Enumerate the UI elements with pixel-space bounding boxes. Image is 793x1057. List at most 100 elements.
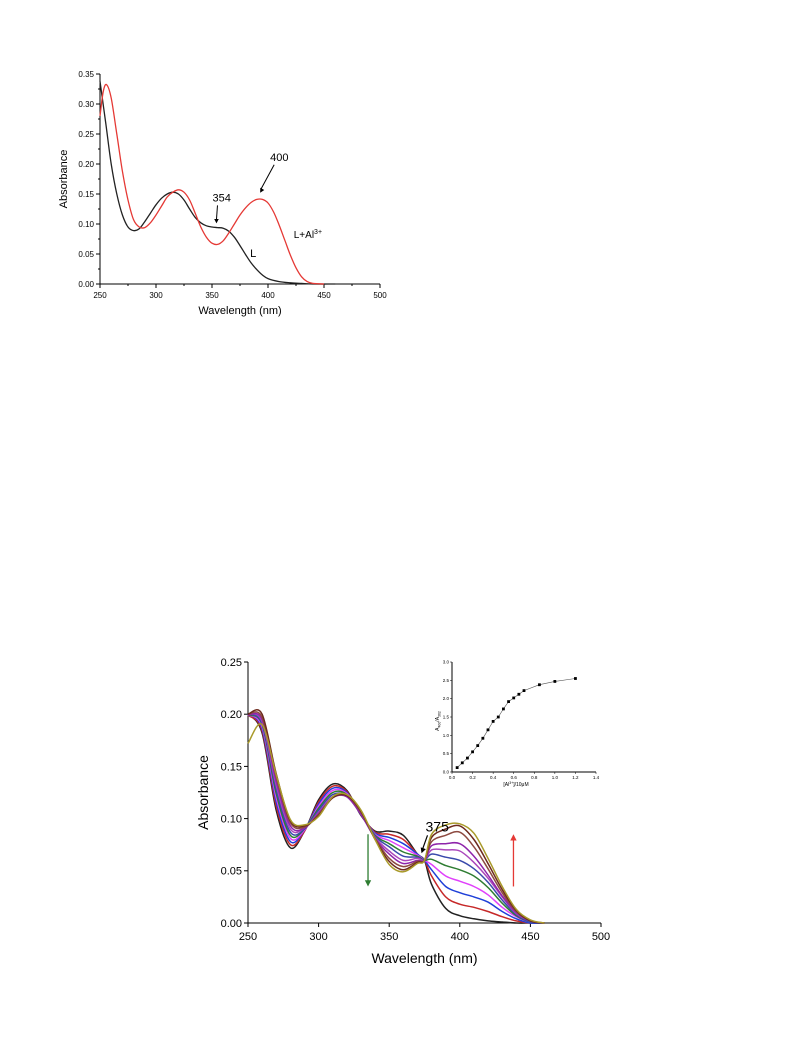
inset-data-point <box>507 700 510 703</box>
y-tick-label: 0.05 <box>78 250 94 259</box>
inset-data-point <box>574 677 577 680</box>
inset-y-tick-label: 1.5 <box>443 715 450 720</box>
series-line-1 <box>99 81 336 285</box>
x-axis-ticks: 250 300 350 400 450 500 <box>239 923 610 943</box>
x-tick-label: 400 <box>451 931 469 943</box>
inset-y-tick-label: 2.0 <box>443 696 450 701</box>
x-tick-label: 250 <box>93 291 107 300</box>
inset-data-point <box>466 756 469 760</box>
titration-line-9 <box>247 711 545 924</box>
y-axis-label: Absorbance <box>58 150 70 209</box>
annotation-375: 375 <box>420 818 450 854</box>
inset-data-point <box>502 707 505 711</box>
titration-line-7 <box>247 713 545 924</box>
inset-x-tick-label: 1.2 <box>572 775 579 780</box>
x-tick-label: 450 <box>317 291 331 300</box>
annotation-label: 375 <box>426 818 450 834</box>
x-tick-label: 300 <box>309 931 327 943</box>
inset-x-tick-label: 1.0 <box>552 775 559 780</box>
series-lines <box>99 81 336 285</box>
inset-x-tick-label: 0.0 <box>449 775 456 780</box>
inset-data-point <box>517 692 521 696</box>
x-tick-label: 350 <box>205 291 219 300</box>
annotation-arrow <box>260 164 275 190</box>
inset-y-tick-label: 2.5 <box>443 678 450 683</box>
annotation-400: 400 <box>260 152 289 193</box>
series-label-l: L <box>250 248 256 260</box>
inset-xlabel-text: [Al <box>503 782 509 788</box>
series-label-text: L+Al <box>294 230 314 241</box>
inset-data-point <box>496 715 500 719</box>
axes-frame <box>99 74 380 285</box>
x-axis-label: Wavelength (nm) <box>198 305 281 317</box>
inset-points <box>455 677 577 769</box>
inset-data-point <box>512 696 516 700</box>
y-tick-label: 0.30 <box>78 100 94 109</box>
inset-data-point <box>471 750 474 754</box>
series-lines <box>247 709 545 925</box>
x-tick-label: 500 <box>373 291 387 300</box>
inset-x-tick-label: 0.8 <box>531 775 538 780</box>
y-axis-label: Absorbance <box>195 755 211 830</box>
inset-xlabel-sup: 3+ <box>509 781 513 785</box>
axes-frame <box>247 662 601 924</box>
inset-ylabel-sub1: 400 <box>438 722 442 728</box>
inset-y-tick-label: 0.5 <box>443 751 450 756</box>
x-axis-ticks: 250 300 350 400 450 500 <box>93 284 387 300</box>
inset-y-tick-label: 1.0 <box>443 733 450 738</box>
annotation-arrowhead <box>420 847 426 854</box>
x-tick-label: 300 <box>149 291 163 300</box>
inset-data-point <box>455 766 459 769</box>
increase-arrowhead <box>510 834 517 841</box>
titration-line-2 <box>247 714 545 924</box>
absorbance-chart-2: 0.00 0.05 0.10 0.15 0.20 0.25 250 300 350 400 450… <box>195 657 611 966</box>
decrease-arrowhead <box>364 880 372 887</box>
inset-x-tick-label: 1.4 <box>593 775 600 780</box>
y-tick-label: 0.10 <box>221 813 242 825</box>
titration-line-8 <box>247 712 545 924</box>
inset-plot: 0.0 0.5 1.0 1.5 2.0 2.5 3.0 0.0 0.2 0.4 0.6 0.8 1.0 1… <box>435 660 600 789</box>
y-axis-ticks: 0.00 0.05 0.10 0.15 0.20 0.25 <box>221 657 248 930</box>
titration-line-6 <box>247 713 545 924</box>
inset-ylabel-a: A <box>435 727 441 731</box>
plot-area-1: 0.00 0.05 0.10 0.15 0.20 0.25 0.30 0.35 250 300 3… <box>78 70 387 300</box>
inset-x-tick-label: 0.2 <box>469 775 476 780</box>
inset-data-point <box>538 683 541 687</box>
inset-y-axis-label: A400/A362 <box>435 711 442 731</box>
x-tick-label: 250 <box>239 931 257 943</box>
inset-xlabel-suffix: ]/10μM <box>513 782 528 788</box>
series-label-superscript: 3+ <box>314 229 322 236</box>
inset-ylabel-sub2: 362 <box>438 711 442 717</box>
inset-y-tick-label: 3.0 <box>443 660 450 665</box>
titration-line-4 <box>247 714 545 924</box>
inset-ylabel-mid: /A <box>435 716 441 721</box>
titration-line-11 <box>247 723 545 924</box>
annotation-arrowhead <box>260 187 265 193</box>
y-tick-label: 0.10 <box>78 220 94 229</box>
x-tick-label: 400 <box>261 291 275 300</box>
annotation-arrow <box>215 205 218 220</box>
plot-area-2: 0.00 0.05 0.10 0.15 0.20 0.25 250 300 350 400 450… <box>221 657 611 943</box>
y-tick-label: 0.20 <box>221 709 242 721</box>
x-axis-label: Wavelength (nm) <box>371 950 477 966</box>
inset-data-point <box>460 761 464 765</box>
series-label-l-al: L+Al3+ <box>294 229 322 241</box>
inset-data-point <box>476 744 480 747</box>
annotation-arrow <box>421 835 429 850</box>
x-tick-label: 450 <box>521 931 539 943</box>
y-tick-label: 0.15 <box>221 761 242 773</box>
absorbance-chart-1: 0.00 0.05 0.10 0.15 0.20 0.25 0.30 0.35 250 300 3… <box>58 70 387 317</box>
y-axis-ticks: 0.00 0.05 0.10 0.15 0.20 0.25 0.30 0.35 <box>78 70 100 289</box>
y-tick-label: 0.00 <box>221 918 242 930</box>
y-tick-label: 0.25 <box>78 130 94 139</box>
series-line-2 <box>99 83 325 285</box>
y-tick-label: 0.25 <box>221 657 242 669</box>
y-tick-label: 0.20 <box>78 160 94 169</box>
trend-arrows <box>364 834 517 887</box>
annotation-354: 354 <box>212 192 231 224</box>
y-tick-label: 0.35 <box>78 70 94 79</box>
annotation-arrowhead <box>214 218 219 224</box>
x-tick-label: 500 <box>592 931 610 943</box>
annotation-label: 400 <box>270 152 288 164</box>
y-tick-label: 0.15 <box>78 190 94 199</box>
